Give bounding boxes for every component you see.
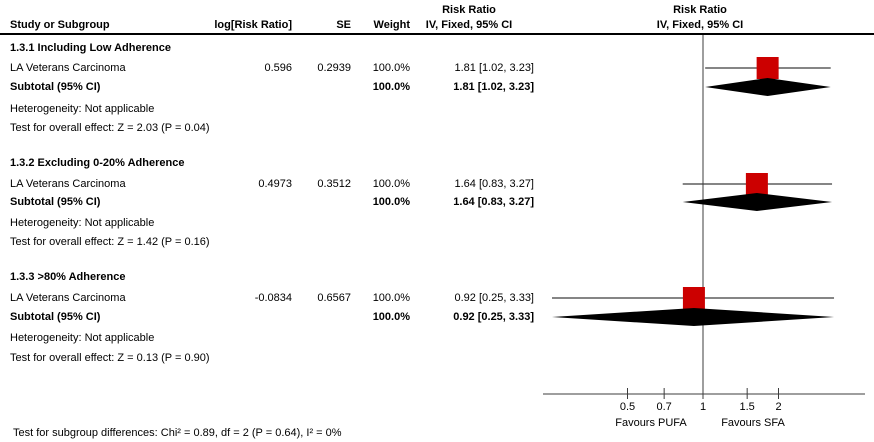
overall-effect-test: Test for overall effect: Z = 1.42 (P = 0… <box>10 236 210 248</box>
favours-left-label: Favours PUFA <box>615 417 687 429</box>
subtotal-effect-ci: 0.92 [0.25, 3.33] <box>453 311 534 323</box>
x-tick-label: 0.7 <box>656 401 672 413</box>
subtotal-label: Subtotal (95% CI) <box>10 196 101 208</box>
study-effect-ci: 1.81 [1.02, 3.23] <box>454 62 534 74</box>
subgroup-title: 1.3.2 Excluding 0-20% Adherence <box>10 157 185 169</box>
effect-square <box>756 57 779 79</box>
subtotal-weight: 100.0% <box>372 311 410 323</box>
study-name: LA Veterans Carcinoma <box>10 292 126 304</box>
favours-right-label: Favours SFA <box>721 417 785 429</box>
subtotal-label: Subtotal (95% CI) <box>10 311 101 323</box>
col-header-study: Study or Subgroup <box>10 19 110 31</box>
header-separator-line <box>0 33 874 35</box>
subtotal-diamond <box>552 308 835 326</box>
study-se: 0.6567 <box>317 292 351 304</box>
overall-effect-test: Test for overall effect: Z = 2.03 (P = 0… <box>10 122 210 134</box>
study-weight: 100.0% <box>372 292 410 304</box>
overall-effect-test: Test for overall effect: Z = 0.13 (P = 0… <box>10 352 210 364</box>
col-header-log-rr: log[Risk Ratio] <box>214 19 292 31</box>
col-header-plot-line1: Risk Ratio <box>673 4 727 16</box>
col-header-se: SE <box>336 19 351 31</box>
study-weight: 100.0% <box>372 62 410 74</box>
subtotal-weight: 100.0% <box>372 196 410 208</box>
subtotal-effect-ci: 1.81 [1.02, 3.23] <box>453 81 534 93</box>
subtotal-label: Subtotal (95% CI) <box>10 81 101 93</box>
heterogeneity-note: Heterogeneity: Not applicable <box>10 332 155 344</box>
subtotal-diamond <box>682 193 833 211</box>
study-se: 0.2939 <box>317 62 351 74</box>
subgroup-title: 1.3.1 Including Low Adherence <box>10 42 171 54</box>
study-effect-ci: 1.64 [0.83, 3.27] <box>454 178 534 190</box>
col-header-effect-line2: IV, Fixed, 95% CI <box>425 19 513 31</box>
study-name: LA Veterans Carcinoma <box>10 178 126 190</box>
subgroup-title: 1.3.3 >80% Adherence <box>10 271 126 283</box>
study-log-rr: -0.0834 <box>254 292 292 304</box>
heterogeneity-note: Heterogeneity: Not applicable <box>10 103 155 115</box>
subtotal-weight: 100.0% <box>372 81 410 93</box>
study-se: 0.3512 <box>317 178 351 190</box>
x-tick-label: 1 <box>699 401 707 413</box>
col-header-effect-line1: Risk Ratio <box>442 4 496 16</box>
effect-square <box>682 287 705 309</box>
col-header-plot-line2: IV, Fixed, 95% CI <box>656 19 744 31</box>
x-tick-label: 0.5 <box>619 401 636 413</box>
x-tick-label: 1.5 <box>739 401 755 413</box>
effect-square <box>745 173 768 195</box>
subgroup-differences-test: Test for subgroup differences: Chi² = 0.… <box>13 427 342 439</box>
subtotal-diamond <box>705 78 831 96</box>
x-tick-label: 2 <box>775 401 782 413</box>
study-name: LA Veterans Carcinoma <box>10 62 126 74</box>
study-log-rr: 0.596 <box>264 62 292 74</box>
study-weight: 100.0% <box>372 178 410 190</box>
study-effect-ci: 0.92 [0.25, 3.33] <box>454 292 534 304</box>
heterogeneity-note: Heterogeneity: Not applicable <box>10 217 155 229</box>
subtotal-effect-ci: 1.64 [0.83, 3.27] <box>453 196 534 208</box>
col-header-weight: Weight <box>373 19 410 31</box>
study-log-rr: 0.4973 <box>258 178 292 190</box>
